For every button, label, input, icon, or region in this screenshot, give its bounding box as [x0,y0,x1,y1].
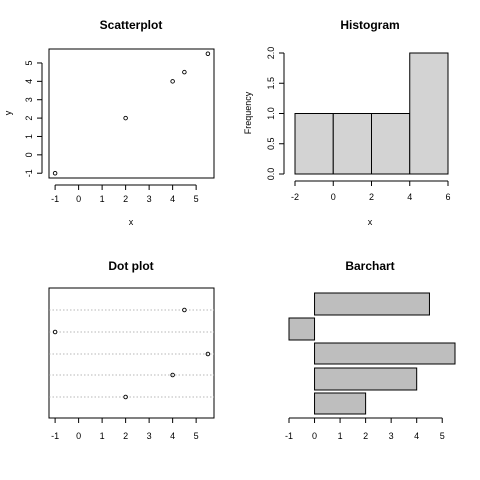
barchart-x-tick-label: 2 [363,431,368,441]
histogram-y-tick-label: 2.0 [266,47,276,60]
dotplot-point [52,329,58,335]
barchart-bar [288,317,316,341]
dotplot-point [123,394,128,400]
barchart-title: Barchart [345,259,394,273]
dotplot-x-tick-label: 4 [170,431,175,441]
scatterplot-frame [48,48,215,179]
scatterplot-y-tick-label: 5 [24,60,34,65]
scatterplot-point [170,79,175,84]
histogram-x-axis: -2 0 2 4 6 [291,180,451,202]
barchart-x-tick-label: 1 [338,431,343,441]
dotplot-x-tick-label: 3 [147,431,152,441]
dotplot-point [170,372,175,378]
histogram-x-tick-label: 4 [407,192,412,202]
scatterplot-xlabel: x [129,217,134,227]
histogram-bar [409,52,449,175]
barchart-x-tick-label: 0 [312,431,317,441]
scatterplot-panel: Scatterplot -1 0 1 2 3 4 5 -1 0 1 2 3 4 5 x y [3,18,215,227]
scatterplot-point [52,170,58,176]
histogram-y-tick-label: 0.0 [266,168,276,181]
scatterplot-point [205,51,211,57]
scatterplot-x-tick-label: 0 [76,194,81,204]
dotplot-point [205,351,211,357]
dotplot-x-axis: -1 0 1 2 3 4 5 [51,417,199,441]
dotplot-x-tick-label: 2 [123,431,128,441]
scatterplot-y-axis: -1 0 1 2 3 4 5 [24,60,43,177]
histogram-y-tick-label: 1.0 [266,107,276,120]
dotplot-x-tick-label: 1 [100,431,105,441]
histogram-x-tick-label: 0 [331,192,336,202]
histogram-bars [294,52,449,175]
barchart-bar [314,392,367,415]
scatterplot-x-axis: -1 0 1 2 3 4 5 [51,184,199,204]
scatterplot-x-tick-label: 5 [194,194,199,204]
scatterplot-points [52,51,211,176]
histogram-y-tick-label: 1.5 [266,77,276,90]
scatterplot-x-tick-label: -1 [51,194,59,204]
dotplot-point [182,307,187,313]
dotplot-x-tick-label: -1 [51,431,59,441]
barchart-x-tick-label: 3 [389,431,394,441]
histogram-xlabel: x [368,217,373,227]
barchart-bar [314,342,456,365]
dotplot-x-tick-label: 0 [76,431,81,441]
histogram-title: Histogram [340,18,399,32]
scatterplot-x-tick-label: 3 [147,194,152,204]
scatterplot-x-tick-label: 2 [123,194,128,204]
dotplot-panel: Dot plot -1 0 1 2 3 4 5 [48,259,215,441]
scatterplot-y-tick-label: 3 [24,97,34,102]
histogram-y-axis: 0.0 0.5 1.0 1.5 2.0 [266,47,285,181]
barchart-panel: Barchart -1 0 1 2 3 4 5 [285,259,456,441]
barchart-bar [314,292,430,316]
scatterplot-ylabel: y [3,110,13,115]
histogram-x-tick-label: 2 [369,192,374,202]
scatterplot-y-tick-label: 1 [24,134,34,139]
histogram-bar [294,113,334,175]
scatterplot-y-tick-label: -1 [24,169,34,177]
dotplot-points [52,307,211,400]
barchart-x-axis: -1 0 1 2 3 4 5 [285,417,445,441]
histogram-y-tick-label: 0.5 [266,137,276,150]
histogram-panel: Histogram -2 0 2 4 6 0.0 0.5 1.0 1.5 2.0 x Frequ… [243,18,451,227]
scatterplot-point [123,115,128,121]
dotplot-title: Dot plot [108,259,153,273]
histogram-bar [371,113,411,175]
histogram-ylabel: Frequency [243,91,253,134]
scatterplot-y-tick-label: 0 [24,152,34,157]
barchart-x-tick-label: 5 [440,431,445,441]
scatterplot-title: Scatterplot [100,18,163,32]
scatterplot-y-tick-label: 4 [24,79,34,84]
histogram-bar [332,113,372,175]
barchart-x-tick-label: -1 [285,431,293,441]
barchart-x-tick-label: 4 [414,431,419,441]
scatterplot-x-tick-label: 4 [170,194,175,204]
scatterplot-x-tick-label: 1 [100,194,105,204]
barchart-bars [288,292,456,415]
dotplot-x-tick-label: 5 [194,431,199,441]
histogram-x-tick-label: -2 [291,192,299,202]
scatterplot-y-tick-label: 2 [24,116,34,121]
scatterplot-point [182,69,187,75]
histogram-x-tick-label: 6 [445,192,450,202]
barchart-bar [314,367,418,391]
